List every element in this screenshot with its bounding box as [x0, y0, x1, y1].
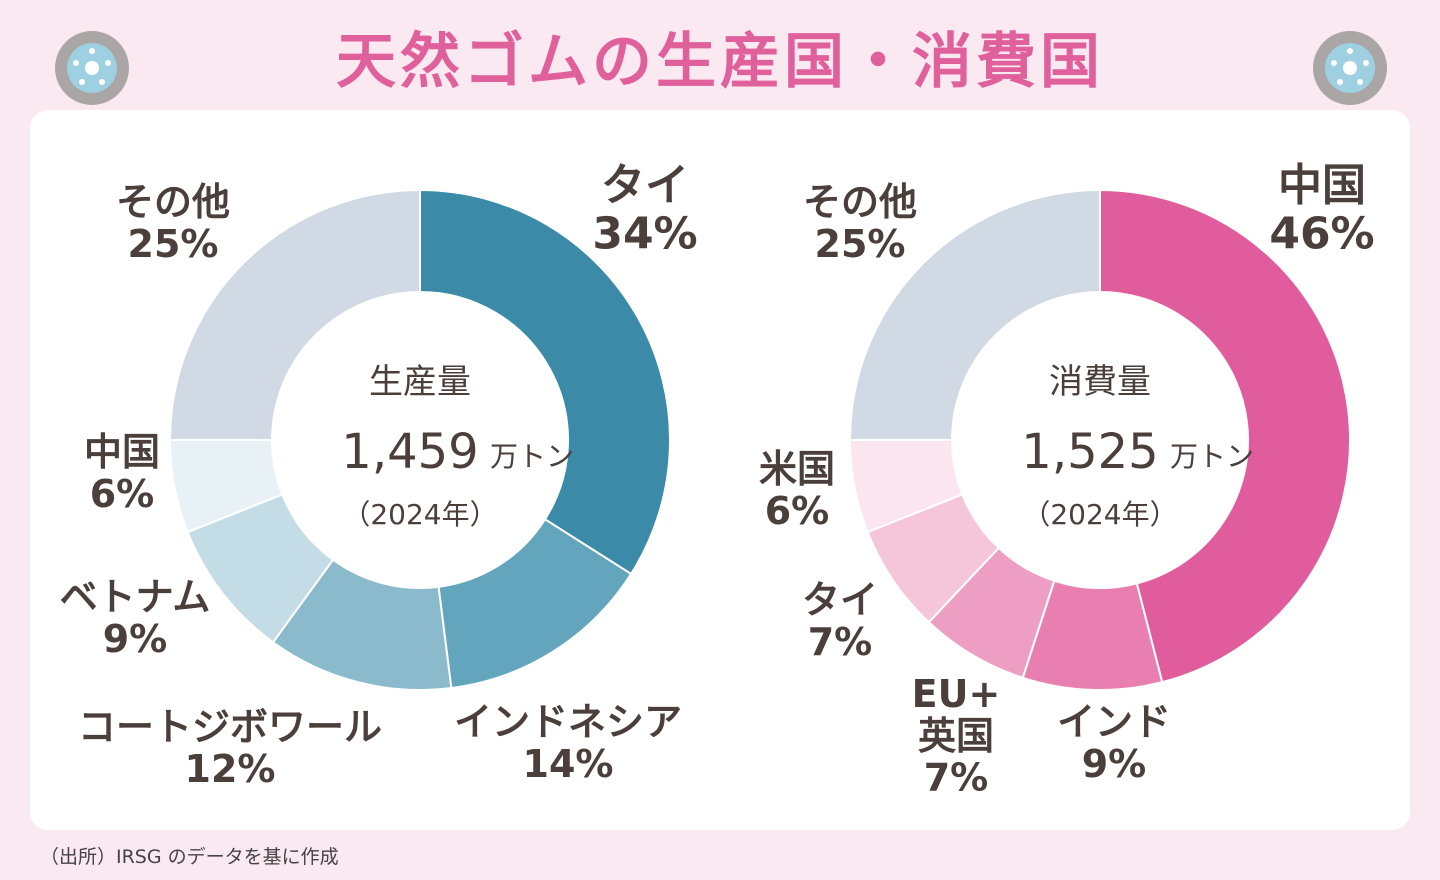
production-label-1: インドネシア [454, 700, 682, 744]
consumption-value-label-3: 7% [808, 620, 873, 664]
production-value-label-5: 25% [128, 222, 219, 266]
consumption-label-5: その他 [803, 180, 917, 224]
production-label-2: コートジボワール [78, 705, 382, 749]
consumption-center-value: 1,525 [1021, 424, 1158, 480]
production-label-4: 中国 [84, 430, 160, 474]
consumption-label-2: EU+英国 [912, 672, 1001, 758]
production-value-label-3: 9% [103, 617, 168, 661]
consumption-slice-5 [848, 188, 1101, 441]
consumption-center-year: （2024年） [1022, 498, 1177, 531]
tire-icon [55, 31, 129, 105]
production-label-5: その他 [116, 180, 230, 224]
consumption-label-1: インド [1057, 700, 1171, 744]
consumption-label-3: タイ [802, 578, 878, 622]
production-slice-0 [419, 188, 671, 576]
consumption-value-label-4: 6% [765, 489, 830, 533]
production-value-label-4: 6% [90, 472, 155, 516]
production-donut [168, 188, 671, 691]
consumption-label-4: 米国 [759, 447, 835, 491]
production-value-label-1: 14% [523, 742, 614, 786]
production-slice-5 [168, 188, 421, 441]
consumption-center-title: 消費量 [1049, 362, 1151, 402]
consumption-center-unit: 万トン [1170, 440, 1254, 473]
consumption-slice-0 [1099, 188, 1351, 684]
production-value-label-0: 34% [592, 208, 697, 259]
source-note: （出所）IRSG のデータを基に作成 [40, 846, 339, 868]
consumption-label-0: 中国 [1278, 160, 1366, 211]
production-center-year: （2024年） [342, 498, 497, 531]
page-title: 天然ゴムの生産国・消費国 [336, 27, 1104, 97]
tire-icon [1313, 31, 1387, 105]
production-center-unit: 万トン [490, 440, 574, 473]
consumption-value-label-0: 46% [1269, 208, 1374, 259]
consumption-donut [848, 188, 1351, 691]
consumption-value-label-1: 9% [1082, 742, 1147, 786]
consumption-value-label-2: 7% [924, 756, 989, 800]
production-center-value: 1,459 [341, 424, 478, 480]
production-label-3: ベトナム [60, 575, 211, 619]
production-center-title: 生産量 [369, 362, 471, 402]
production-label-0: タイ [601, 160, 689, 211]
consumption-value-label-5: 25% [815, 222, 906, 266]
production-value-label-2: 12% [185, 747, 276, 791]
